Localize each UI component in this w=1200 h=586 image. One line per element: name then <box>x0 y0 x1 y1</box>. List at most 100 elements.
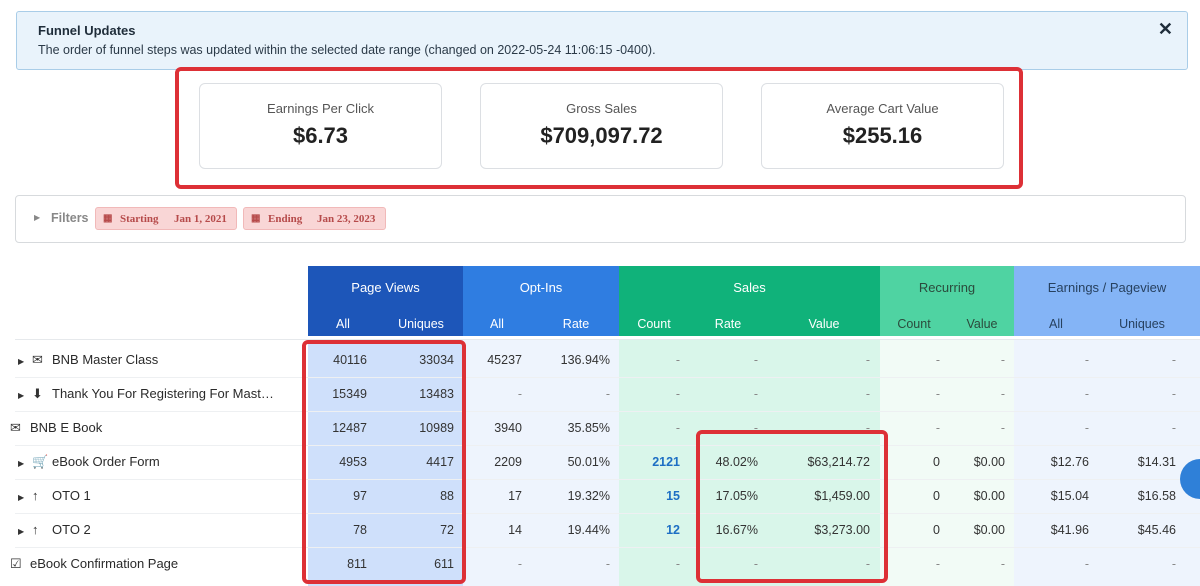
subheader-recurring-count[interactable]: Count <box>897 317 931 331</box>
cell-pv-uniques: 72 <box>440 523 454 537</box>
funnel-step-name[interactable]: ▶ 🛒 eBook Order Form <box>18 445 160 479</box>
caret-right-icon[interactable]: ▶ <box>18 459 25 468</box>
cell-epp-all: $41.96 <box>1050 523 1089 537</box>
caret-right-icon[interactable]: ▶ <box>18 391 25 400</box>
cell-pv-uniques: 13483 <box>419 387 454 401</box>
metric-value: $255.16 <box>842 123 923 148</box>
subheader-recurring-value[interactable]: Value <box>966 317 998 331</box>
cell-epp-uniques: - <box>1171 557 1176 571</box>
cell-sales-rate: - <box>753 387 758 401</box>
cell-optins-all: 14 <box>508 523 522 537</box>
subheader-optins-rate[interactable]: Rate <box>562 317 590 331</box>
cell-recurring-count: - <box>935 421 940 435</box>
filters-bar: ▶ Filters ▦ Starting Jan 1, 2021 ▦ Endin… <box>15 195 1186 243</box>
cell-sales-value: $3,273.00 <box>814 523 870 537</box>
cell-epp-uniques: - <box>1171 421 1176 435</box>
cell-pv-uniques: 33034 <box>419 353 454 367</box>
cell-sales-rate: - <box>753 557 758 571</box>
subheader-sales-rate[interactable]: Rate <box>714 317 742 331</box>
cell-optins-rate: 136.94% <box>560 353 610 367</box>
cell-sales-rate: 16.67% <box>715 523 758 537</box>
cell-pv-all: 12487 <box>332 421 367 435</box>
cell-sales-count: - <box>675 421 680 435</box>
group-title: Sales <box>733 280 766 295</box>
starting-date: Jan 1, 2021 <box>174 213 227 225</box>
cell-sales-rate: 17.05% <box>715 489 758 503</box>
funnel-step-name[interactable]: ▶ ↑ OTO 2 <box>18 513 91 547</box>
subheader-optins-all[interactable]: All <box>490 317 504 331</box>
metric-card-earnings-per-click: Earnings Per Click $6.73 <box>199 83 442 169</box>
starting-date-chip[interactable]: ▦ Starting Jan 1, 2021 <box>95 207 237 230</box>
cell-sales-count[interactable]: 15 <box>666 489 680 503</box>
subheader-epp-all[interactable]: All <box>1049 317 1063 331</box>
row-divider <box>15 547 1200 548</box>
starting-label: Starting <box>120 213 159 225</box>
funnel-step-label: OTO 1 <box>52 488 91 503</box>
header-opt-ins: Opt-Ins <box>463 266 619 336</box>
metric-card-gross-sales: Gross Sales $709,097.72 <box>480 83 723 169</box>
epp-column-bg <box>1014 340 1200 586</box>
subheader-pv-uniques[interactable]: Uniques <box>398 317 444 331</box>
caret-right-icon[interactable]: ▶ <box>34 213 41 222</box>
cell-epp-uniques: - <box>1171 353 1176 367</box>
funnel-step-label: eBook Confirmation Page <box>30 556 179 571</box>
group-title: Page Views <box>351 280 420 295</box>
funnel-step-name[interactable]: ▶ ⬇ Thank You For Registering For Mast… <box>18 377 274 411</box>
metric-card-average-cart-value: Average Cart Value $255.16 <box>761 83 1004 169</box>
header-recurring: Recurring <box>880 266 1014 336</box>
download-icon: ⬇ <box>32 386 43 401</box>
calendar-icon: ▦ <box>103 213 113 224</box>
cell-recurring-value: $0.00 <box>973 455 1005 469</box>
ending-date-chip[interactable]: ▦ Ending Jan 23, 2023 <box>243 207 386 230</box>
metric-value: $709,097.72 <box>540 123 663 148</box>
cell-sales-value: - <box>865 353 870 367</box>
cell-epp-all: - <box>1084 421 1089 435</box>
cell-pv-all: 78 <box>353 523 367 537</box>
cell-recurring-count: 0 <box>933 455 940 469</box>
cell-recurring-value: - <box>1000 387 1005 401</box>
funnel-step-label: OTO 2 <box>52 522 91 537</box>
row-divider <box>15 411 1200 412</box>
cell-sales-value: - <box>865 387 870 401</box>
funnel-step-name[interactable]: ✉ BNB E Book <box>10 411 102 445</box>
cell-pv-uniques: 4417 <box>426 455 454 469</box>
cell-sales-rate: - <box>753 353 758 367</box>
arrow-up-icon: ↑ <box>32 488 39 503</box>
ending-label: Ending <box>268 213 303 225</box>
cell-sales-count: - <box>675 387 680 401</box>
cell-optins-all: - <box>517 387 522 401</box>
cell-sales-count: - <box>675 557 680 571</box>
cell-optins-rate: 50.01% <box>567 455 610 469</box>
funnel-updates-alert: Funnel Updates The order of funnel steps… <box>16 11 1188 70</box>
metric-label: Average Cart Value <box>826 101 939 116</box>
cell-pv-all: 4953 <box>339 455 367 469</box>
funnel-step-name[interactable]: ▶ ✉ BNB Master Class <box>18 343 158 377</box>
cell-sales-count[interactable]: 2121 <box>652 455 680 469</box>
caret-right-icon[interactable]: ▶ <box>18 493 25 502</box>
cell-epp-all: $15.04 <box>1050 489 1089 503</box>
cell-sales-count[interactable]: 12 <box>666 523 680 537</box>
close-icon[interactable]: ✕ <box>1157 19 1173 39</box>
filters-toggle[interactable]: Filters <box>51 211 89 225</box>
cell-epp-all: - <box>1084 353 1089 367</box>
envelope-filled-icon: ✉ <box>10 420 21 435</box>
subheader-sales-value[interactable]: Value <box>808 317 840 331</box>
subheader-epp-uniques[interactable]: Uniques <box>1119 317 1165 331</box>
subheader-pv-all[interactable]: All <box>336 317 350 331</box>
caret-right-icon[interactable]: ▶ <box>18 357 25 366</box>
row-divider <box>15 513 1200 514</box>
caret-right-icon[interactable]: ▶ <box>18 527 25 536</box>
funnel-step-name[interactable]: ▶ ↑ OTO 1 <box>18 479 91 513</box>
subheader-sales-count[interactable]: Count <box>637 317 671 331</box>
chat-button[interactable] <box>1180 459 1200 499</box>
header-divider <box>15 339 1200 340</box>
group-title: Opt-Ins <box>519 280 563 295</box>
cell-optins-rate: 19.32% <box>567 489 610 503</box>
funnel-step-label: Thank You For Registering For Mast… <box>52 386 274 401</box>
ending-date: Jan 23, 2023 <box>317 213 376 225</box>
cell-sales-value: $1,459.00 <box>814 489 870 503</box>
cell-pv-all: 97 <box>353 489 367 503</box>
header-earnings-per-pageview: Earnings / Pageview <box>1014 266 1200 336</box>
cell-recurring-count: 0 <box>933 523 940 537</box>
funnel-step-name[interactable]: ☑ eBook Confirmation Page <box>10 547 178 581</box>
